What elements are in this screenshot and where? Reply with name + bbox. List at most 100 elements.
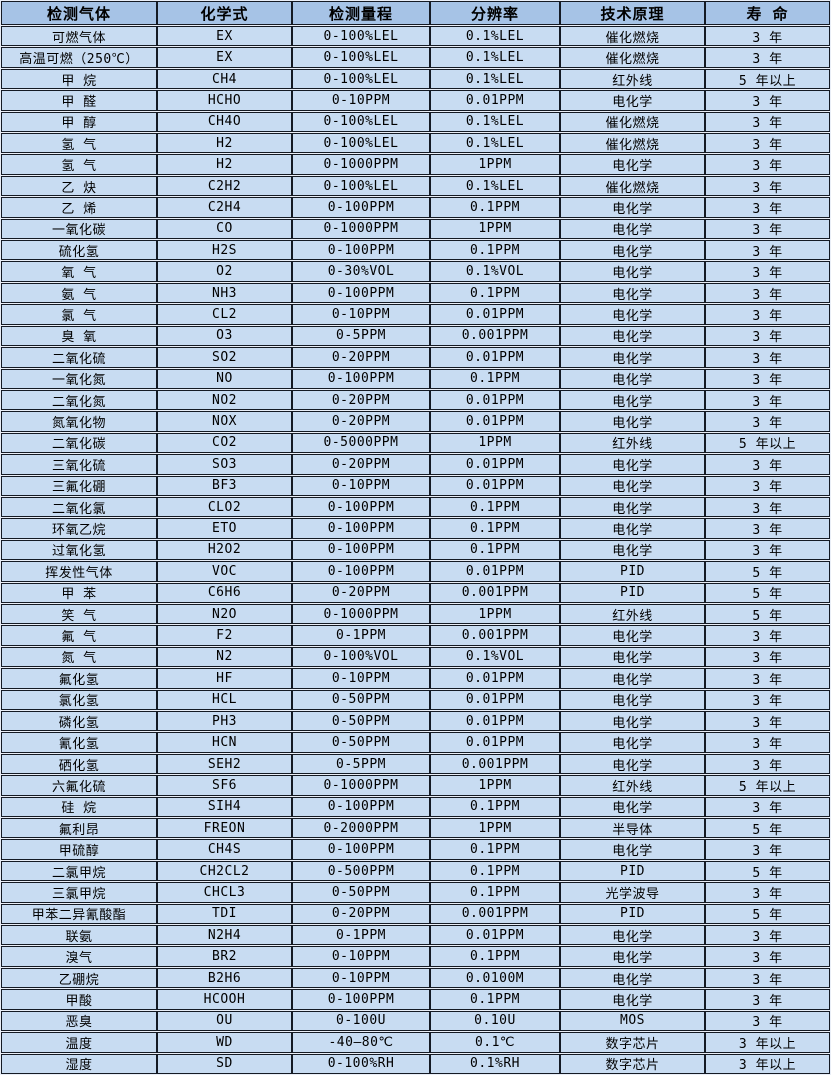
table-cell: 氯 气 [1,304,157,325]
table-cell: 0.1PPM [430,240,560,261]
table-row: 甲 烷 CH4 0-100%LEL 0.1%LEL 红外线 5 年以上 [1,68,830,90]
table-cell: 0.1℃ [430,1032,560,1053]
table-cell: 3 年 [705,304,830,325]
table-row: 温度 WD -40—80℃ 0.1℃ 数字芯片 3 年以上 [1,1032,830,1053]
table-cell: 3 年 [705,240,830,261]
table-cell: 0.01PPM [430,689,560,710]
table-cell: 乙硼烷 [1,967,157,989]
table-cell: 0.1%LEL [430,26,560,47]
table-cell: 催化燃烧 [560,26,705,47]
table-cell: EX [157,47,292,68]
table-cell: 氢 气 [1,133,157,154]
table-cell: 3 年以上 [705,1053,830,1074]
table-cell: 0-100%LEL [292,26,430,47]
table-cell: 0-5000PPM [292,432,430,454]
table-row: 甲 醇 CH4O 0-100%LEL 0.1%LEL 催化燃烧 3 年 [1,111,830,133]
table-cell: 3 年 [705,967,830,989]
table-cell: 0.1PPM [430,882,560,903]
table-row: 氮氧化物 NOX 0-20PPM 0.01PPM 电化学 3 年 [1,411,830,432]
table-cell: 0-50PPM [292,711,430,732]
table-cell: 电化学 [560,347,705,368]
table-cell: 5 年 [705,903,830,925]
table-cell: 0-10PPM [292,668,430,689]
table-cell: 电化学 [560,368,705,389]
table-cell: 电化学 [560,989,705,1010]
table-cell: 3 年 [705,90,830,111]
table-row: 甲苯二异氰酸酯 TDI 0-20PPM 0.001PPM PID 5 年 [1,903,830,925]
table-cell: 0.1PPM [430,368,560,389]
table-row: 氮 气 N2 0-100%VOL 0.1%VOL 电化学 3 年 [1,646,830,668]
table-cell: HCL [157,689,292,710]
table-cell: 电化学 [560,325,705,347]
table-cell: 3 年 [705,133,830,154]
table-cell: H2O2 [157,539,292,561]
table-cell: 0.1PPM [430,496,560,518]
table-cell: H2 [157,133,292,154]
table-cell: TDI [157,903,292,925]
table-cell: 3 年 [705,711,830,732]
table-row: 氟利昂 FREON 0-2000PPM 1PPM 半导体 5 年 [1,818,830,839]
table-cell: 电化学 [560,304,705,325]
table-cell: 0-1000PPM [292,154,430,175]
table-row: 二氧化碳 CO2 0-5000PPM 1PPM 红外线 5 年以上 [1,432,830,454]
table-row: 氨 气 NH3 0-100PPM 0.1PPM 电化学 3 年 [1,282,830,304]
table-cell: 0.1PPM [430,946,560,967]
table-cell: 3 年 [705,518,830,539]
table-cell: 0.01PPM [430,561,560,582]
table-cell: 挥发性气体 [1,561,157,582]
table-cell: 3 年 [705,347,830,368]
column-header-range: 检测量程 [292,1,430,25]
table-cell: 三氧化硫 [1,454,157,475]
table-cell: 二氯甲烷 [1,860,157,882]
table-cell: 电化学 [560,90,705,111]
table-row: 可燃气体 EX 0-100%LEL 0.1%LEL 催化燃烧 3 年 [1,26,830,47]
table-cell: 电化学 [560,411,705,432]
table-cell: NOX [157,411,292,432]
table-cell: 甲 醇 [1,111,157,133]
table-cell: 电化学 [560,689,705,710]
table-row: 氢 气 H2 0-1000PPM 1PPM 电化学 3 年 [1,154,830,175]
table-cell: 0-10PPM [292,90,430,111]
table-row: 二氧化氯 CLO2 0-100PPM 0.1PPM 电化学 3 年 [1,496,830,518]
table-cell: 氮氧化物 [1,411,157,432]
table-cell: CH4S [157,839,292,860]
table-row: 氢 气 H2 0-100%LEL 0.1%LEL 催化燃烧 3 年 [1,133,830,154]
table-cell: 0-100PPM [292,496,430,518]
table-cell: 0-100PPM [292,240,430,261]
table-cell: 硫化氢 [1,240,157,261]
table-row: 甲 醛 HCHO 0-10PPM 0.01PPM 电化学 3 年 [1,90,830,111]
table-cell: 3 年 [705,389,830,411]
table-cell: 0-500PPM [292,860,430,882]
table-cell: 0.1PPM [430,539,560,561]
table-cell: 3 年 [705,496,830,518]
table-cell: EX [157,26,292,47]
table-row: 氯 气 CL2 0-10PPM 0.01PPM 电化学 3 年 [1,304,830,325]
table-cell: 0.001PPM [430,753,560,775]
table-cell: 催化燃烧 [560,175,705,197]
table-cell: 3 年 [705,989,830,1010]
table-cell: 3 年 [705,1010,830,1032]
table-cell: 3 年 [705,732,830,753]
table-cell: N2 [157,646,292,668]
table-cell: O2 [157,261,292,282]
table-cell: 3 年 [705,111,830,133]
table-cell: MOS [560,1010,705,1032]
table-row: 环氧乙烷 ETO 0-100PPM 0.1PPM 电化学 3 年 [1,518,830,539]
table-cell: NH3 [157,282,292,304]
table-cell: SD [157,1053,292,1074]
table-cell: 3 年 [705,325,830,347]
column-header-formula: 化学式 [157,1,292,25]
table-cell: 甲 苯 [1,582,157,603]
table-cell: 0-50PPM [292,689,430,710]
table-cell: 3 年 [705,261,830,282]
table-cell: HCN [157,732,292,753]
table-cell: 0.1PPM [430,197,560,218]
table-cell: 甲苯二异氰酸酯 [1,903,157,925]
table-cell: 电化学 [560,282,705,304]
table-cell: 0.1PPM [430,839,560,860]
table-header-row: 检测气体 化学式 检测量程 分辨率 技术原理 寿 命 [1,1,830,25]
table-cell: 0-2000PPM [292,818,430,839]
table-cell: CLO2 [157,496,292,518]
table-cell: 0.1%RH [430,1053,560,1074]
